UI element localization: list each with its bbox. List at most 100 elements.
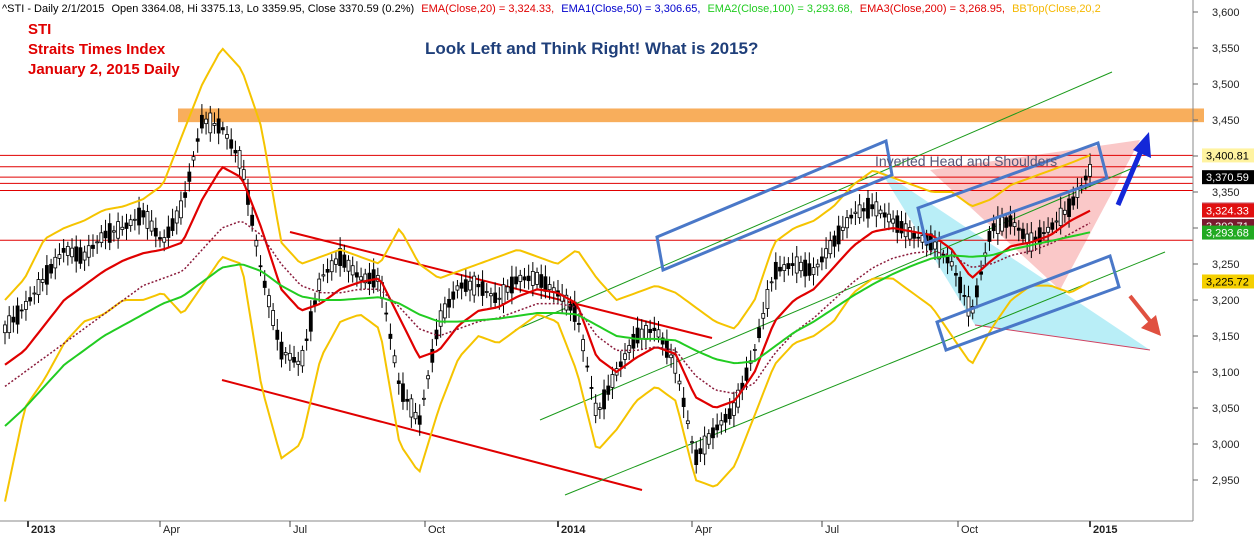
header-ema100: EMA2(Close,100) = 3,293.68, <box>707 3 852 15</box>
header-ohlc: Open 3364.08, Hi 3375.13, Lo 3359.95, Cl… <box>111 3 414 15</box>
candle-body <box>1071 196 1076 206</box>
x-tick-label: Apr <box>695 524 712 536</box>
candle-body <box>618 361 623 367</box>
candle-body <box>132 218 137 221</box>
candle-body <box>179 200 183 219</box>
candle-body <box>468 280 472 291</box>
candle-body <box>413 411 418 420</box>
candle-body <box>1054 220 1059 223</box>
candle-body <box>455 285 460 291</box>
candle-body <box>794 256 799 274</box>
candle-body <box>480 281 485 296</box>
candle-body <box>36 279 41 296</box>
candle-body <box>954 273 958 276</box>
candle-body <box>229 139 234 149</box>
candle-body <box>778 266 782 272</box>
candle-body <box>912 232 916 239</box>
x-tick-label: Oct <box>961 524 978 536</box>
candle-body <box>623 353 627 360</box>
header-ticker: ^STI - Daily 2/1/2015 <box>2 3 104 15</box>
candle-body <box>782 264 787 271</box>
candle-body <box>677 380 682 385</box>
candle-body <box>191 156 196 161</box>
candle-body <box>447 298 451 308</box>
candle-body <box>463 279 468 292</box>
indicator-series <box>4 47 1091 502</box>
candle-body <box>116 221 121 239</box>
box-head <box>916 141 1109 245</box>
candle-body <box>287 352 292 361</box>
candle-body <box>53 256 58 269</box>
candle-body <box>719 420 724 426</box>
candle-body <box>845 217 849 229</box>
x-tick-label: Apr <box>163 524 180 536</box>
candle-body <box>891 218 896 224</box>
candle-body <box>715 424 720 431</box>
candle-body <box>861 208 866 212</box>
candle-body <box>803 259 808 277</box>
candle-body <box>907 227 912 240</box>
candle-body <box>790 263 795 266</box>
price-badge-label: 3,400.81 <box>1206 150 1249 162</box>
candle-body <box>656 329 661 338</box>
candle-body <box>208 112 213 134</box>
candle-body <box>401 383 405 402</box>
candle-body <box>174 210 179 224</box>
candle-body <box>1088 164 1092 177</box>
candle-body <box>417 415 422 425</box>
candle-body <box>334 258 338 265</box>
candle-body <box>220 127 225 131</box>
candle-body <box>811 267 816 276</box>
candle-body <box>19 309 24 312</box>
x-tick-label: Jul <box>293 524 307 536</box>
y-tick-label: 2,950 <box>1212 475 1240 487</box>
uptrend-upper <box>514 71 1113 331</box>
candle-body <box>765 289 770 309</box>
label-date: January 2, 2015 Daily <box>28 61 180 78</box>
candle-body <box>32 292 37 295</box>
candle-body <box>702 435 707 455</box>
candle-body <box>786 263 791 270</box>
candle-body <box>1042 232 1046 234</box>
candle-body <box>870 204 875 210</box>
candle-body <box>773 261 778 280</box>
candle-body <box>509 276 514 294</box>
box-left-channel <box>655 138 894 273</box>
candle-body <box>183 192 188 198</box>
candle-body <box>518 274 523 282</box>
candle-body <box>593 402 598 416</box>
candle-body <box>3 324 7 334</box>
candle-body <box>451 291 456 300</box>
candle-body <box>99 232 104 243</box>
candle-body <box>493 292 498 303</box>
cyan-triangle <box>880 170 1150 350</box>
candle-body <box>112 230 116 233</box>
y-tick-label: 3,000 <box>1212 439 1240 451</box>
candle-body <box>916 236 921 239</box>
candle-body <box>384 312 389 315</box>
series-bbtop-close-20-2- <box>4 47 1091 330</box>
candle-body <box>706 433 711 445</box>
price-badge-bg <box>1202 274 1254 289</box>
candle-body <box>396 380 401 384</box>
candle-body <box>426 375 431 380</box>
candle-body <box>145 211 150 229</box>
candle-body <box>1016 227 1021 231</box>
price-badge-bg <box>1202 225 1254 240</box>
chart-title: Look Left and Think Right! What is 2015? <box>425 39 758 58</box>
candle-body <box>501 284 506 305</box>
candle-body <box>514 276 518 285</box>
candle-body <box>95 241 100 244</box>
candle-body <box>602 389 606 410</box>
candle-body <box>526 275 531 282</box>
candle-body <box>317 278 322 291</box>
candle-body <box>204 118 208 125</box>
candle-body <box>669 354 673 359</box>
y-tick-label: 3,250 <box>1212 259 1240 271</box>
candle-body <box>849 214 854 219</box>
candle-body <box>57 254 62 259</box>
price-badge-label: 3,293.68 <box>1206 228 1249 240</box>
candle-body <box>61 247 66 253</box>
candle-body <box>250 214 255 226</box>
candle-body <box>275 329 280 340</box>
